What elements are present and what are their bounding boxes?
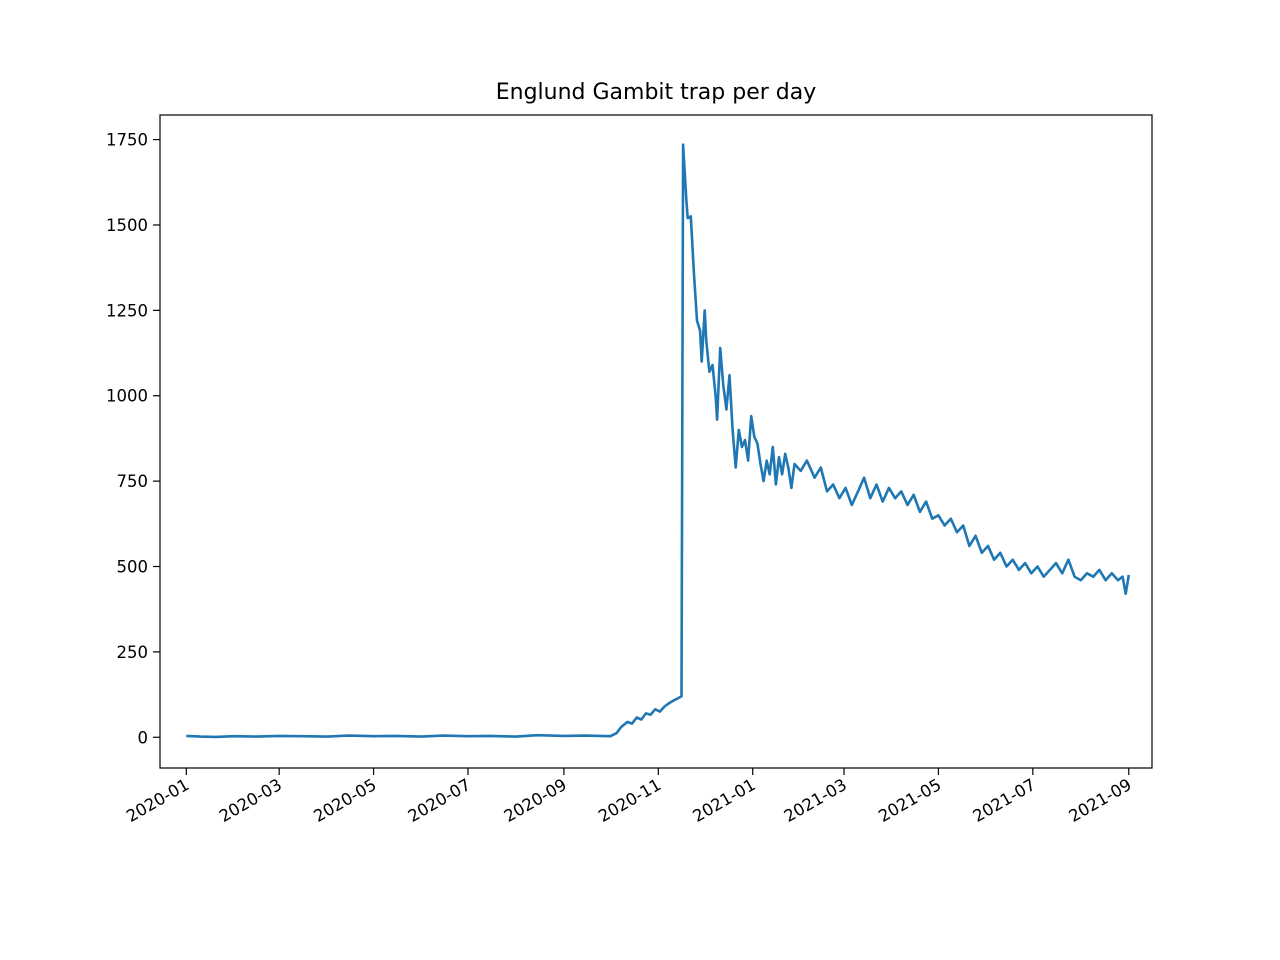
series-line [186, 143, 1131, 739]
x-tick-label: 2020-01 [123, 775, 192, 826]
x-tick-label: 2020-05 [310, 775, 379, 826]
x-tick-label: 2021-05 [875, 775, 944, 826]
y-tick-label: 250 [117, 643, 149, 662]
x-tick-label: 2020-07 [405, 775, 474, 826]
y-tick-label: 1250 [106, 301, 148, 320]
chart-title: Englund Gambit trap per day [496, 80, 817, 105]
x-tick-label: 2020-09 [501, 775, 570, 826]
y-tick-label: 1000 [106, 387, 148, 406]
x-axis: 2020-01 2020-03 2020-05 2020-07 2020-09 2020-… [123, 768, 1135, 826]
x-tick-label: 2021-07 [970, 775, 1039, 826]
x-tick-label: 2021-09 [1066, 775, 1135, 826]
x-tick-label: 2021-03 [781, 775, 850, 826]
y-tick-label: 500 [117, 557, 149, 576]
x-tick-label: 2021-01 [690, 775, 759, 826]
plot-frame [159, 114, 1153, 769]
y-tick-label: 0 [138, 728, 149, 747]
x-tick-label: 2020-03 [216, 775, 285, 826]
y-tick-label: 1750 [106, 131, 148, 150]
y-tick-label: 750 [117, 472, 149, 491]
y-tick-label: 1500 [106, 216, 148, 235]
x-tick-label: 2020-11 [595, 775, 664, 826]
series-layer [186, 143, 1131, 739]
y-axis: 0 250 500 750 1000 1250 1500 1750 [106, 131, 160, 747]
